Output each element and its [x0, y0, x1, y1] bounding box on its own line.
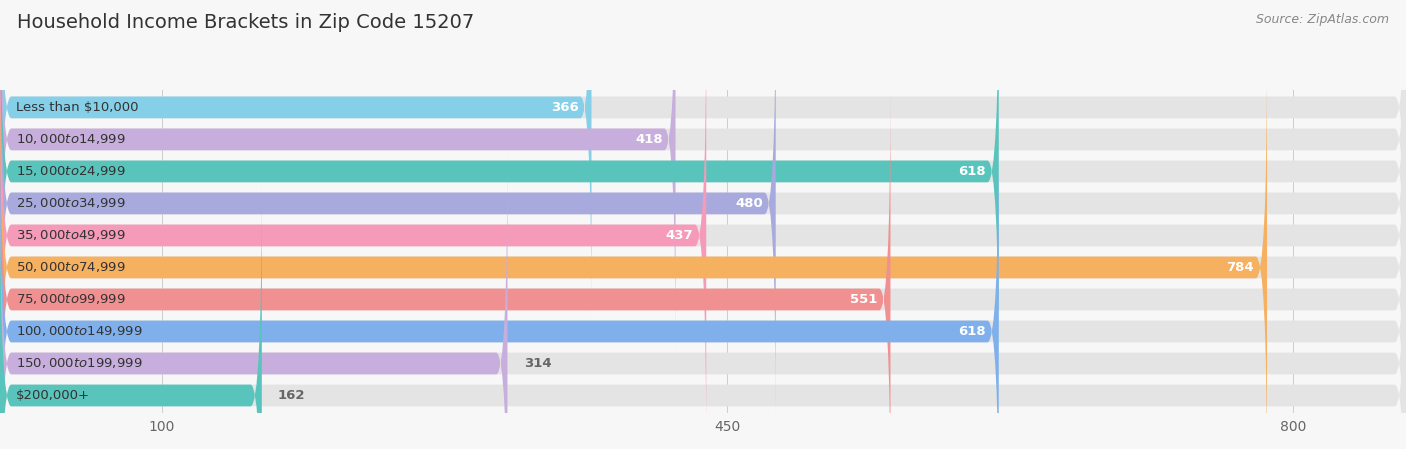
Text: 162: 162 — [278, 389, 305, 402]
Text: 366: 366 — [551, 101, 578, 114]
Text: $50,000 to $74,999: $50,000 to $74,999 — [15, 260, 127, 274]
FancyBboxPatch shape — [0, 0, 1406, 319]
Text: $10,000 to $14,999: $10,000 to $14,999 — [15, 132, 127, 146]
FancyBboxPatch shape — [0, 23, 1406, 447]
FancyBboxPatch shape — [0, 0, 1406, 415]
FancyBboxPatch shape — [0, 0, 592, 319]
FancyBboxPatch shape — [0, 88, 1406, 449]
FancyBboxPatch shape — [0, 56, 1267, 449]
FancyBboxPatch shape — [0, 88, 890, 449]
FancyBboxPatch shape — [0, 119, 1406, 449]
FancyBboxPatch shape — [0, 0, 776, 415]
FancyBboxPatch shape — [0, 152, 508, 449]
FancyBboxPatch shape — [0, 56, 1406, 449]
Text: $75,000 to $99,999: $75,000 to $99,999 — [15, 292, 127, 307]
Text: $150,000 to $199,999: $150,000 to $199,999 — [15, 357, 142, 370]
FancyBboxPatch shape — [0, 119, 998, 449]
Text: $100,000 to $149,999: $100,000 to $149,999 — [15, 325, 142, 339]
FancyBboxPatch shape — [0, 184, 262, 449]
FancyBboxPatch shape — [0, 0, 1406, 383]
Text: 437: 437 — [665, 229, 693, 242]
Text: 314: 314 — [523, 357, 551, 370]
Text: $200,000+: $200,000+ — [15, 389, 90, 402]
Text: 551: 551 — [851, 293, 877, 306]
Text: Less than $10,000: Less than $10,000 — [15, 101, 139, 114]
Text: 618: 618 — [959, 165, 986, 178]
Text: Household Income Brackets in Zip Code 15207: Household Income Brackets in Zip Code 15… — [17, 13, 474, 32]
FancyBboxPatch shape — [0, 0, 675, 351]
FancyBboxPatch shape — [0, 152, 1406, 449]
Text: 618: 618 — [959, 325, 986, 338]
FancyBboxPatch shape — [0, 184, 1406, 449]
FancyBboxPatch shape — [0, 0, 1406, 351]
Text: $35,000 to $49,999: $35,000 to $49,999 — [15, 229, 127, 242]
Text: 784: 784 — [1226, 261, 1254, 274]
Text: $25,000 to $34,999: $25,000 to $34,999 — [15, 196, 127, 211]
Text: Source: ZipAtlas.com: Source: ZipAtlas.com — [1256, 13, 1389, 26]
Text: 480: 480 — [735, 197, 763, 210]
Text: $15,000 to $24,999: $15,000 to $24,999 — [15, 164, 127, 178]
FancyBboxPatch shape — [0, 0, 998, 383]
Text: 418: 418 — [636, 133, 662, 146]
FancyBboxPatch shape — [0, 23, 706, 447]
